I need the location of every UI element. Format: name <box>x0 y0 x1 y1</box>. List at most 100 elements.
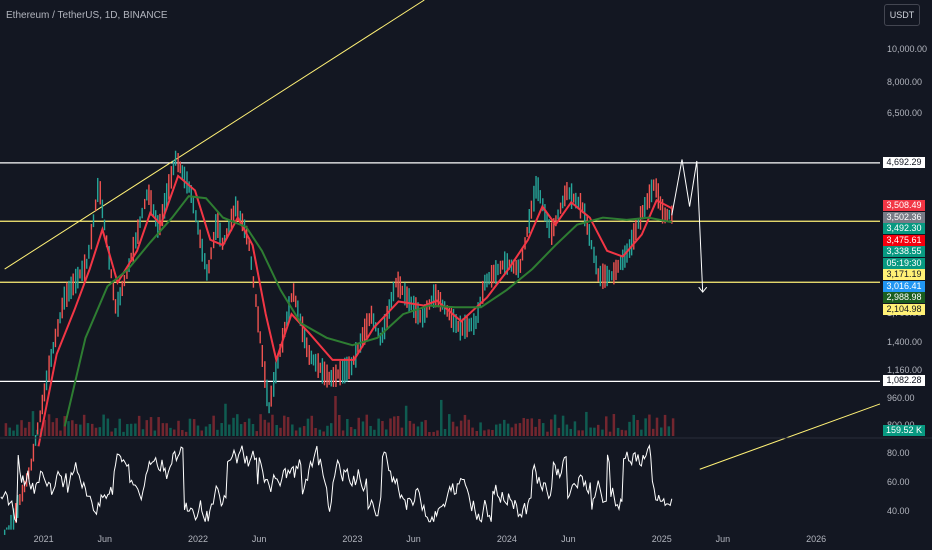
volume-bar <box>593 427 596 436</box>
volume-bar <box>671 418 675 436</box>
volume-bar <box>565 424 569 436</box>
volume-bar <box>581 430 584 436</box>
volume-bar <box>318 429 322 436</box>
currency-button[interactable]: USDT <box>884 4 920 26</box>
time-tick-label: Jun <box>715 534 731 544</box>
volume-bar <box>82 414 86 436</box>
volume-bar <box>232 417 235 436</box>
time-tick-label: 2024 <box>496 534 517 544</box>
time-tick-label: Jun <box>561 534 576 544</box>
volume-bar <box>122 431 125 436</box>
volume-bar <box>228 424 231 436</box>
volume-bar <box>648 414 651 436</box>
volume-bar <box>346 418 349 436</box>
volume-bar <box>149 417 153 436</box>
volume-bar <box>263 419 267 436</box>
time-tick-label: 2026 <box>806 534 827 544</box>
volume-bar <box>541 423 545 436</box>
volume-bar <box>514 423 517 436</box>
price-tick-label: 960.00 <box>887 393 915 404</box>
volume-bar <box>569 428 572 436</box>
trend-line-1 <box>699 403 881 470</box>
volume-bar <box>20 420 23 436</box>
volume-bar <box>557 427 561 436</box>
volume-bar <box>43 419 47 436</box>
projection-path[interactable] <box>671 159 708 293</box>
volume-bar <box>98 427 102 436</box>
trend-lines[interactable] <box>4 0 881 470</box>
volume-bar <box>636 420 639 436</box>
volume-bar <box>12 430 15 436</box>
volume-bar <box>134 423 137 436</box>
volume-bar <box>275 424 278 436</box>
volume-bar <box>247 418 251 436</box>
volume-bar <box>396 416 400 436</box>
volume-bar <box>165 423 168 436</box>
volume-bar <box>526 418 529 436</box>
volume-bar <box>510 427 514 436</box>
price-badge: 2,104.98 <box>883 303 925 315</box>
volume-bar <box>326 425 329 436</box>
volume-bar <box>74 423 78 436</box>
volume-bar <box>236 414 239 436</box>
volume-bar <box>47 414 51 436</box>
volume-bar <box>55 418 58 436</box>
volume-bar <box>16 424 19 436</box>
projection-line <box>671 159 704 293</box>
volume-bar <box>181 430 184 436</box>
volume-bar <box>224 403 227 436</box>
volume-bar <box>530 418 534 436</box>
volume-bar <box>420 421 424 436</box>
price-badge: 2,988.98 <box>883 292 925 304</box>
volume-bar <box>341 430 345 436</box>
volume-bar <box>573 421 577 436</box>
volume-bar <box>389 418 392 436</box>
volume-bar <box>71 420 74 436</box>
volume-bar <box>612 414 616 436</box>
volume-bar <box>8 427 11 436</box>
volume-bar <box>365 414 369 436</box>
volume-bars <box>4 396 675 436</box>
time-tick-label: Jun <box>97 534 112 544</box>
volume-bar <box>589 427 592 436</box>
oscillator-tick-label: 40.00 <box>887 505 910 516</box>
volume-bar <box>102 414 105 436</box>
volume-bar <box>279 427 282 436</box>
volume-bar <box>294 430 298 436</box>
volume-bar <box>534 426 537 436</box>
volume-bar <box>443 428 447 436</box>
volume-bar <box>220 423 223 436</box>
volume-bar <box>655 417 659 436</box>
volume-bar <box>283 415 286 436</box>
volume-bar <box>632 414 635 436</box>
volume-bar <box>608 431 612 436</box>
volume-bar <box>651 428 655 436</box>
volume-bar <box>251 424 255 436</box>
time-tick-label: Jun <box>406 534 421 544</box>
volume-bar <box>377 418 380 436</box>
volume-bar <box>271 414 274 436</box>
volume-bar <box>286 417 290 436</box>
price-badge: 3,508.49 <box>883 200 925 212</box>
price-tick-label: 1,160.00 <box>887 365 923 376</box>
volume-bar <box>338 414 341 436</box>
volume-bar <box>177 420 180 436</box>
volume-bar <box>408 420 412 436</box>
volume-bar <box>498 423 502 436</box>
volume-bar <box>208 424 212 436</box>
volume-bar <box>518 423 522 436</box>
volume-bar <box>259 414 262 436</box>
volume-bar <box>110 431 113 436</box>
time-tick-label: 2021 <box>33 534 54 544</box>
volume-bar <box>118 418 121 436</box>
volume-bar <box>349 427 353 436</box>
volume-bar <box>114 428 117 436</box>
volume-bar <box>86 423 90 436</box>
price-badge: 3,475.61 <box>883 234 925 246</box>
price-badge: 4,692.29 <box>883 156 925 168</box>
volume-bar <box>553 414 557 436</box>
time-tick-label: 2023 <box>342 534 363 544</box>
volume-bar <box>161 423 165 436</box>
volume-bar <box>660 427 663 436</box>
